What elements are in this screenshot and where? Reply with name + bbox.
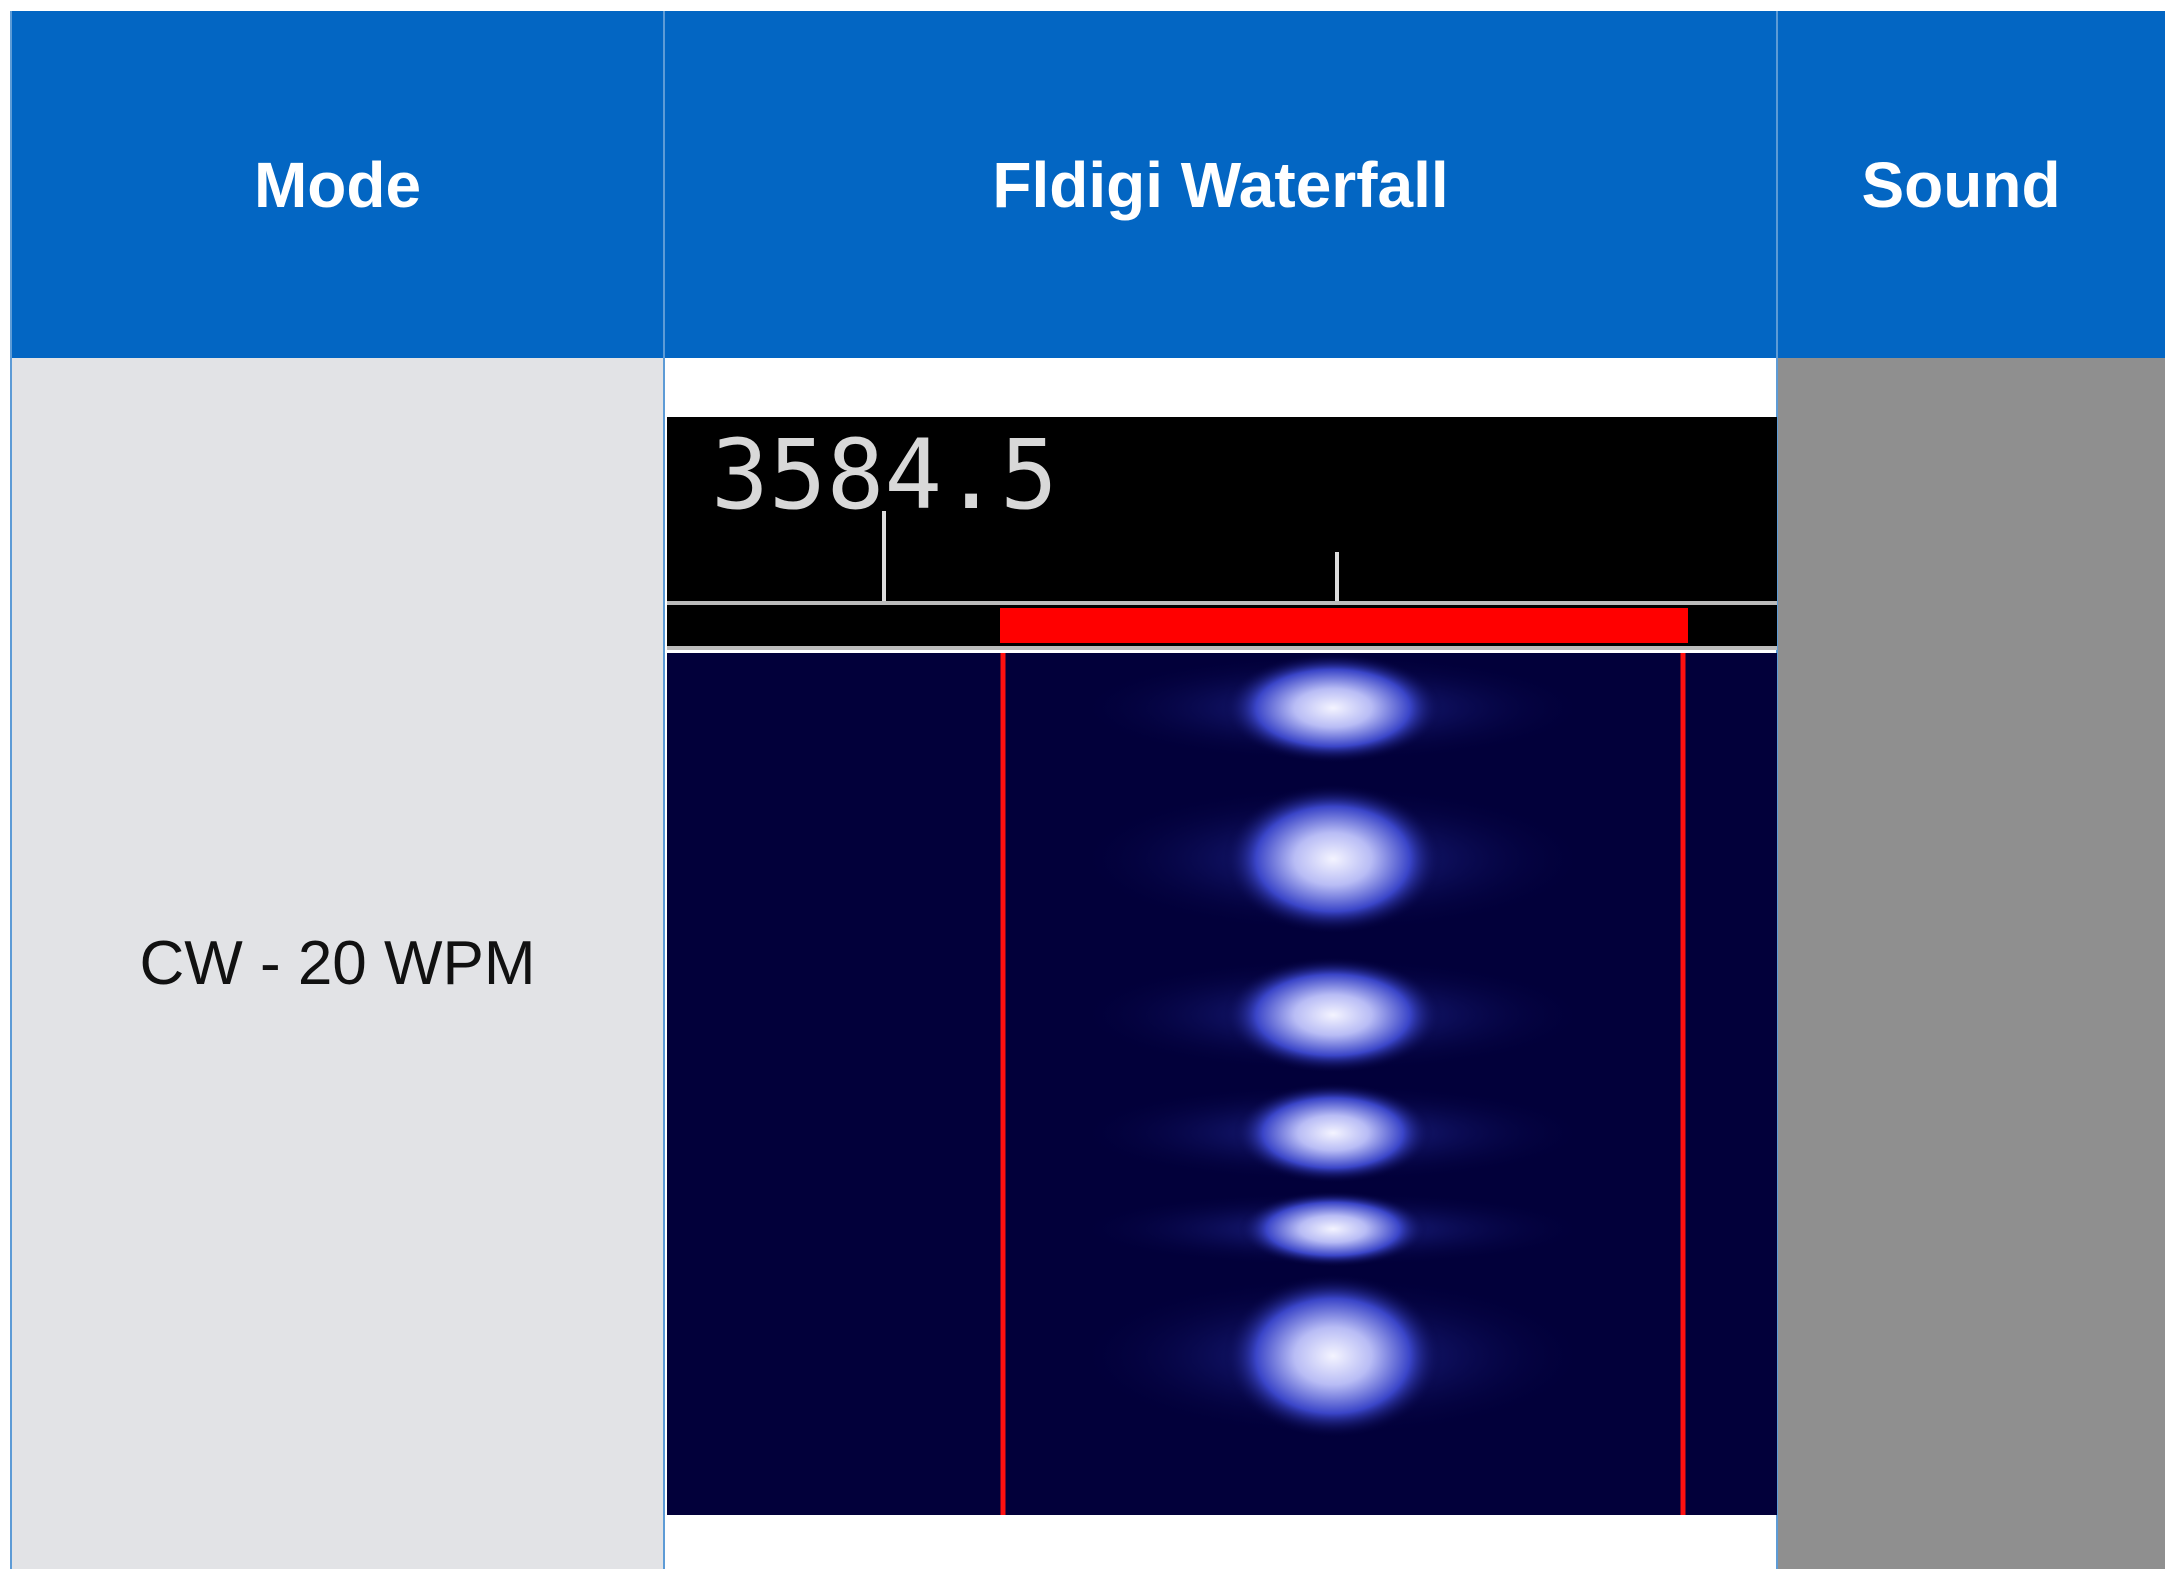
- signal-blob: [1238, 1191, 1428, 1267]
- bandwidth-bar: [1000, 608, 1688, 643]
- signal-blob: [1233, 1083, 1433, 1183]
- header-text: Sound: [1861, 148, 2060, 222]
- sound-cell: [1777, 358, 2165, 1569]
- waterfall-image: 3584.5: [667, 417, 1777, 1515]
- header-text: Mode: [254, 148, 421, 222]
- border: [10, 11, 12, 1569]
- signal-blob: [1223, 653, 1443, 763]
- signal-blob: [1223, 957, 1443, 1073]
- border: [663, 11, 665, 1569]
- header-cell: Fldigi Waterfall: [664, 11, 1777, 358]
- header-text: Fldigi Waterfall: [992, 148, 1448, 222]
- mode-text: CW - 20 WPM: [139, 928, 535, 999]
- signal-blob: [1223, 784, 1443, 934]
- header-cell: Sound: [1777, 11, 2165, 358]
- header-cell: Mode: [11, 11, 664, 358]
- page: Mode Fldigi Waterfall Sound CW - 20 WPM …: [0, 0, 2165, 1569]
- mode-cell: CW - 20 WPM: [11, 358, 664, 1569]
- signal-blob: [1223, 1274, 1443, 1438]
